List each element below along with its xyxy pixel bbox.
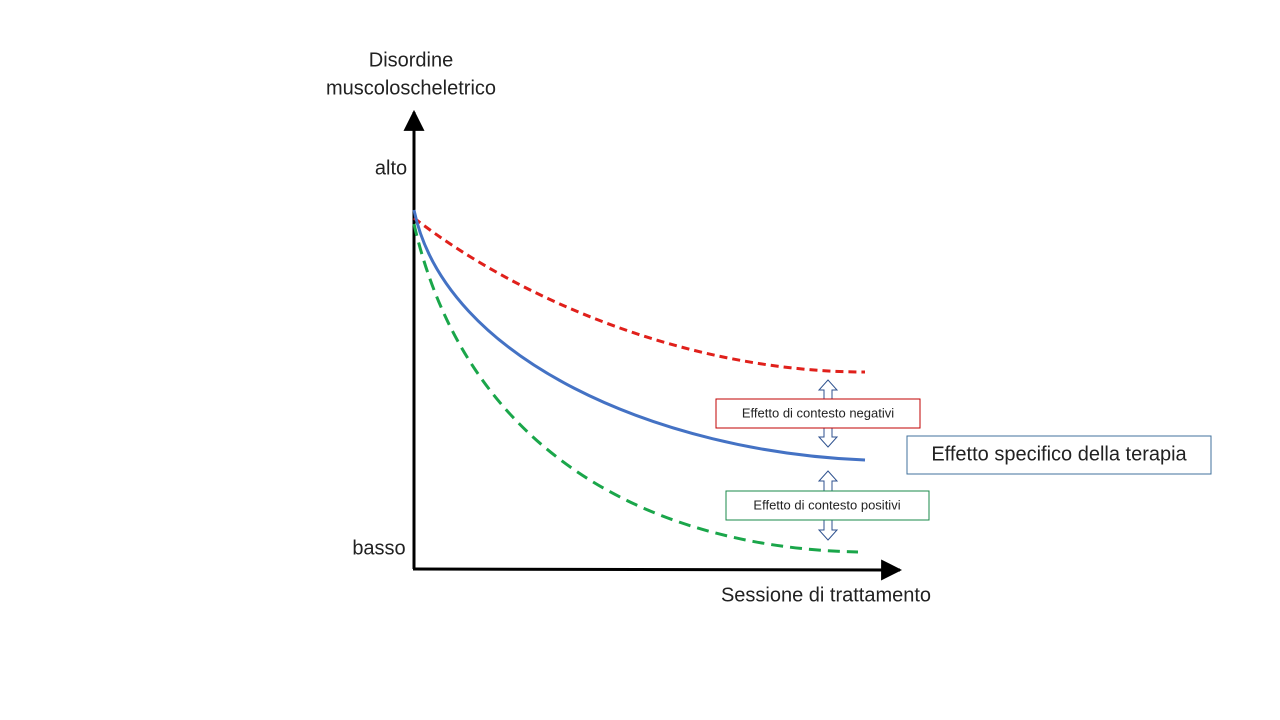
specific-label: Effetto specifico della terapia xyxy=(931,443,1187,465)
arrow-up xyxy=(817,470,839,492)
arrow-down xyxy=(817,519,839,541)
y-axis-title: Disordine xyxy=(369,49,453,71)
specific-box xyxy=(906,435,1212,475)
arrow-up xyxy=(817,379,839,401)
specific-curve xyxy=(412,209,866,462)
y-low-label: basso xyxy=(352,537,405,559)
positive-curve xyxy=(412,223,859,554)
arrow-down xyxy=(817,427,839,448)
x-axis xyxy=(412,559,903,581)
negative-curve xyxy=(413,216,866,374)
positive-label: Effetto di contesto positivi xyxy=(753,497,900,512)
positive-box xyxy=(725,490,930,521)
x-axis-title: Sessione di trattamento xyxy=(721,584,931,606)
negative-box xyxy=(715,398,921,429)
negative-label: Effetto di contesto negativi xyxy=(742,405,894,420)
y-axis-title: muscoloscheletrico xyxy=(326,77,496,99)
y-high-label: alto xyxy=(375,157,407,179)
